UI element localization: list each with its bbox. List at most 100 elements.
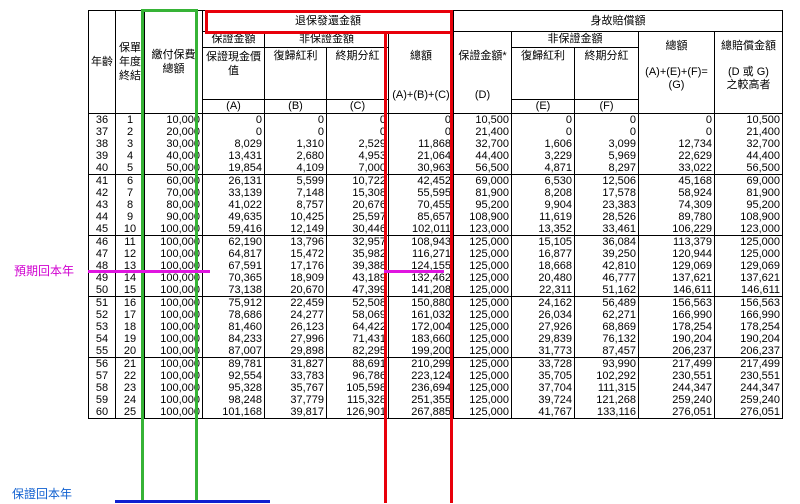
cell-surrender-total: 251,355 [388,394,454,406]
cell-reversionary-bonus: 0 [264,126,327,138]
cell-policy-year: 19 [115,333,145,345]
cell-age: 55 [88,345,116,358]
header-col-a: (A) [202,99,265,114]
table-row: 58 23 100,000 95,328 35,767 105,598 236,694 125… [88,382,783,394]
cell-total-death-benefit: 276,051 [714,406,783,419]
cell-total-death-benefit: 125,000 [714,248,783,260]
table-row: 43 8 80,000 41,022 8,757 20,676 70,455 95,200 9,… [88,199,783,211]
header-terminal-dividend: 終期分紅 [326,47,389,100]
cell-reversionary-bonus: 37,779 [264,394,327,406]
header-total-death-benefit: 總賠償金額 (D 或 G) 之較高者 [714,31,783,114]
cell-death-terminal: 51,162 [574,284,639,297]
table-row: 42 7 70,000 33,139 7,148 15,308 55,595 81,900 8,… [88,187,783,199]
cell-death-reversionary: 27,926 [511,321,575,333]
expected-breakeven-label: 預期回本年 [14,264,75,278]
cell-guaranteed-cash-value: 81,460 [202,321,265,333]
cell-total-death-benefit: 56,500 [714,162,783,175]
table-row: 60 25 100,000 101,168 39,817 126,901 267,885 12… [88,406,783,419]
cell-total-death-benefit: 44,400 [714,150,783,162]
cell-terminal-dividend: 32,957 [326,235,389,248]
cell-guaranteed-cash-value: 64,817 [202,248,265,260]
cell-death-reversionary: 33,728 [511,357,575,370]
cell-death-total: 74,309 [638,199,715,211]
cell-reversionary-bonus: 22,459 [264,296,327,309]
cell-terminal-dividend: 52,508 [326,296,389,309]
cell-death-reversionary: 1,606 [511,138,575,150]
cell-terminal-dividend: 64,422 [326,321,389,333]
cell-total-death-benefit: 259,240 [714,394,783,406]
cell-guaranteed-cash-value: 101,168 [202,406,265,419]
cell-death-guaranteed: 125,000 [453,296,512,309]
cell-death-guaranteed: 44,400 [453,150,512,162]
cell-guaranteed-cash-value: 84,233 [202,333,265,345]
cell-surrender-total: 70,455 [388,199,454,211]
cell-death-guaranteed: 125,000 [453,394,512,406]
cell-death-reversionary: 29,839 [511,333,575,345]
cell-death-terminal: 42,810 [574,260,639,272]
table-row: 36 1 10,000 0 0 0 0 10,500 0 0 0 10,500 [88,113,783,126]
cell-terminal-dividend: 71,431 [326,333,389,345]
cell-terminal-dividend: 4,953 [326,150,389,162]
cell-policy-year: 1 [115,113,145,126]
header-total-premium: 繳付保費總額 [144,10,203,114]
cell-death-guaranteed: 125,000 [453,345,512,358]
cell-age: 59 [88,394,116,406]
cell-death-guaranteed: 125,000 [453,272,512,284]
cell-death-total: 120,944 [638,248,715,260]
cell-policy-year: 8 [115,199,145,211]
cell-policy-year: 15 [115,284,145,297]
cell-total-death-benefit: 166,990 [714,309,783,321]
cell-death-reversionary: 9,904 [511,199,575,211]
cell-guaranteed-cash-value: 70,365 [202,272,265,284]
header-policy-year: 保單年度終結 [115,10,145,114]
cell-surrender-total: 55,595 [388,187,454,199]
cell-total-premium: 100,000 [144,382,203,394]
cell-policy-year: 20 [115,345,145,358]
header-death-non-guaranteed: 非保證金額 [511,31,639,48]
cell-age: 46 [88,235,116,248]
table-row: 48 13 100,000 67,591 17,176 39,388 124,155 125,… [88,260,783,272]
cell-guaranteed-cash-value: 62,190 [202,235,265,248]
guaranteed-breakeven-line [115,500,270,503]
cell-death-terminal: 5,969 [574,150,639,162]
cell-death-total: 166,990 [638,309,715,321]
cell-surrender-total: 236,694 [388,382,454,394]
cell-policy-year: 14 [115,272,145,284]
cell-death-total: 45,168 [638,174,715,187]
cell-guaranteed-cash-value: 87,007 [202,345,265,358]
cell-policy-year: 21 [115,357,145,370]
cell-age: 57 [88,370,116,382]
cell-total-death-benefit: 108,900 [714,211,783,223]
cell-total-premium: 100,000 [144,345,203,358]
cell-guaranteed-cash-value: 19,854 [202,162,265,175]
cell-death-guaranteed: 125,000 [453,382,512,394]
cell-death-guaranteed: 108,900 [453,211,512,223]
cell-death-reversionary: 3,229 [511,150,575,162]
cell-death-total: 106,229 [638,223,715,236]
cell-death-terminal: 28,526 [574,211,639,223]
cell-total-death-benefit: 125,000 [714,235,783,248]
cell-surrender-total: 210,299 [388,357,454,370]
cell-surrender-total: 183,660 [388,333,454,345]
table-row: 56 21 100,000 89,781 31,827 88,691 210,299 125,… [88,357,783,370]
cell-total-death-benefit: 178,254 [714,321,783,333]
cell-death-guaranteed: 125,000 [453,321,512,333]
table-row: 51 16 100,000 75,912 22,459 52,508 150,880 125,… [88,296,783,309]
cell-terminal-dividend: 10,722 [326,174,389,187]
table-row: 45 10 100,000 59,416 12,149 30,446 102,011 123,… [88,223,783,236]
header-death-guaranteed: 保證金額* (D) [453,31,512,114]
cell-reversionary-bonus: 4,109 [264,162,327,175]
cell-terminal-dividend: 0 [326,113,389,126]
cell-terminal-dividend: 2,529 [326,138,389,150]
table-row: 52 17 100,000 78,686 24,277 58,069 161,032 125,… [88,309,783,321]
cell-surrender-total: 30,963 [388,162,454,175]
cell-surrender-total: 85,657 [388,211,454,223]
cell-death-reversionary: 24,162 [511,296,575,309]
cell-death-total: 33,022 [638,162,715,175]
cell-total-death-benefit: 32,700 [714,138,783,150]
cell-death-reversionary: 39,724 [511,394,575,406]
cell-death-terminal: 0 [574,126,639,138]
cell-age: 51 [88,296,116,309]
table-row: 53 18 100,000 81,460 26,123 64,422 172,004 125,… [88,321,783,333]
table-row: 54 19 100,000 84,233 27,996 71,431 183,660 125,… [88,333,783,345]
